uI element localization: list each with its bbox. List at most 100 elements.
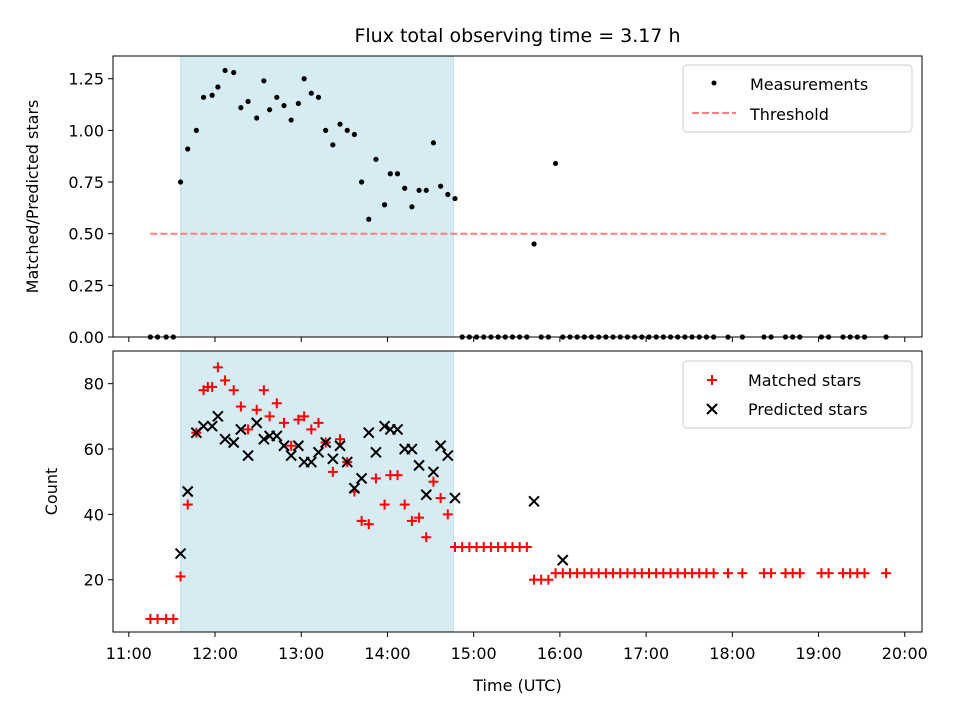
measurement-point-5: [185, 146, 191, 152]
matched-point-37: [406, 515, 417, 526]
measurement-point-30: [366, 216, 372, 222]
bottom-y-tick-label-1: 40: [84, 505, 104, 524]
matched-point-38: [414, 512, 425, 523]
measurement-point-22: [308, 90, 314, 96]
measurement-point-36: [409, 204, 415, 210]
x-tick-label-8: 19:00: [795, 644, 841, 663]
matched-point-5: [182, 499, 193, 510]
matched-point-22: [299, 411, 310, 422]
predicted-point-11-b: [258, 433, 270, 445]
predicted-point-11: [258, 433, 270, 445]
legend-measurements-label: Measurements: [750, 75, 868, 94]
predicted-point-34-b: [420, 489, 432, 501]
predicted-point-5-b: [212, 410, 224, 423]
measurement-point-8: [209, 92, 215, 98]
matched-point-4: [175, 571, 186, 582]
predicted-point-27: [370, 446, 382, 458]
predicted-point-0-b: [174, 547, 187, 560]
x-tick-label-6: 17:00: [623, 644, 669, 663]
legend-predicted-cross-b: [706, 403, 718, 415]
measurement-point-31: [373, 156, 379, 162]
predicted-point-21: [327, 453, 339, 465]
matched-point-23: [306, 424, 317, 435]
measurement-point-6: [193, 127, 199, 133]
measurement-point-17: [274, 94, 280, 100]
bottom-y-tick-label-2: 60: [84, 440, 104, 459]
top-y-tick-label-1: 0.25: [68, 276, 104, 295]
x-tick-label-4: 15:00: [451, 644, 497, 663]
x-tick-label-7: 18:00: [709, 644, 755, 663]
top-series-layer: [147, 67, 889, 340]
predicted-point-15-b: [285, 449, 297, 462]
measurement-point-33: [387, 171, 393, 177]
matched-point-42: [442, 509, 453, 520]
predicted-point-39: [528, 495, 540, 508]
predicted-point-1-b: [182, 485, 194, 498]
predicted-point-30: [391, 423, 404, 436]
bottom-axes-frame: [112, 350, 923, 633]
predicted-point-33-b: [413, 459, 425, 472]
measurement-point-37: [416, 187, 422, 193]
matched-point-36: [399, 499, 410, 510]
predicted-point-19: [312, 446, 325, 458]
predicted-point-25-b: [355, 472, 368, 485]
bottom-y-tick-label-3: 80: [84, 375, 104, 394]
predicted-point-5: [212, 410, 224, 423]
top-y-axis-label: Matched/Predicted stars: [23, 100, 42, 294]
top-y-tick-label-5: 1.25: [68, 70, 104, 89]
measurement-point-23: [315, 94, 322, 100]
predicted-point-40-b: [557, 554, 569, 566]
matched-point-53: [521, 542, 532, 553]
predicted-point-14: [278, 440, 290, 452]
matched-point-86: [794, 568, 805, 579]
top-axes-frame: [112, 55, 923, 338]
predicted-point-21-b: [327, 453, 339, 465]
predicted-point-4: [206, 420, 218, 432]
predicted-point-18: [305, 456, 318, 468]
matched-point-1: [152, 613, 163, 624]
top-y-tick-label-0: 0.00: [68, 328, 104, 347]
measurement-point-27: [344, 127, 350, 133]
matched-point-33: [379, 499, 390, 510]
x-tick-label-9: 20:00: [882, 644, 928, 663]
x-axis-label: Time (UTC): [472, 676, 561, 695]
top-legend: Measurements Threshold: [682, 64, 913, 133]
predicted-point-38: [449, 492, 461, 504]
predicted-point-20: [319, 436, 332, 449]
top-x-axis-ticks: [128, 337, 906, 342]
matched-point-92: [859, 568, 870, 579]
predicted-point-28-b: [378, 420, 391, 432]
measurement-point-20: [295, 100, 301, 107]
predicted-point-7: [227, 436, 240, 449]
bottom-series-layer: [145, 362, 892, 624]
measurement-point-34: [394, 171, 401, 177]
predicted-point-37: [442, 449, 454, 462]
bottom-legend: Matched stars Predicted stars: [682, 360, 913, 429]
matched-point-93: [881, 568, 892, 579]
predicted-point-34: [420, 489, 432, 501]
matched-point-80: [723, 568, 734, 579]
legend-matched-label: Matched stars: [748, 371, 861, 390]
matched-point-19: [278, 417, 289, 428]
matched-point-17: [264, 411, 275, 422]
matched-point-26: [327, 466, 338, 477]
predicted-point-4-b: [206, 420, 218, 432]
predicted-point-33: [413, 459, 425, 472]
matched-point-39: [421, 532, 432, 543]
predicted-point-8: [235, 423, 247, 436]
top-legend-box: [682, 64, 913, 133]
predicted-point-8-b: [235, 423, 247, 436]
measurement-point-18: [281, 102, 287, 109]
matched-point-13: [235, 401, 246, 412]
flux-ratio-panel: 0.00 0.25 0.50 0.75 1.00 1.25 Flux total obse…: [23, 25, 923, 347]
top-y-tick-label-3: 0.75: [68, 173, 104, 192]
measurement-point-11: [231, 69, 237, 76]
predicted-point-27-b: [370, 446, 382, 458]
predicted-point-15: [285, 449, 297, 462]
top-y-tick-label-2: 0.50: [68, 225, 104, 244]
measurement-point-26: [337, 121, 343, 127]
matched-point-12: [228, 385, 239, 396]
predicted-point-26: [363, 426, 375, 439]
measurement-point-7: [200, 94, 207, 100]
